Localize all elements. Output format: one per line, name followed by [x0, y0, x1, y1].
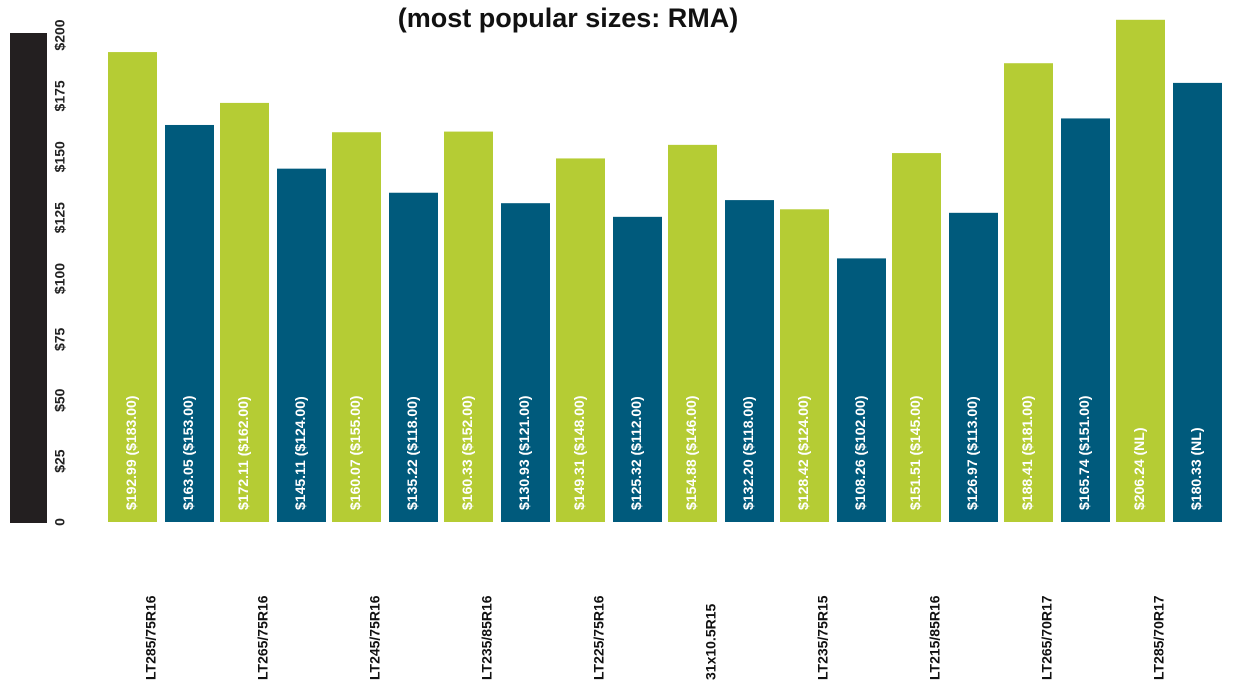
value-label: $125.32 ($112.00): [628, 396, 644, 510]
value-label: $172.11 ($162.00): [235, 396, 251, 510]
bar: [332, 132, 381, 522]
value-label: $160.07 ($155.00): [347, 396, 363, 510]
bar: [1116, 19, 1165, 522]
y-tick-label: 0: [52, 518, 68, 526]
bar: [277, 168, 326, 522]
y-tick-label: $100: [52, 263, 68, 294]
value-label: $128.42 ($124.00): [795, 396, 811, 510]
chart-subtitle: (most popular sizes: RMA): [398, 3, 739, 33]
x-tick-label: LT225/75R16: [591, 595, 607, 680]
bar: [220, 102, 269, 523]
axis-band: [10, 33, 47, 523]
bar: [389, 192, 438, 522]
value-label: $163.05 ($153.00): [180, 396, 196, 510]
bar: [444, 131, 493, 523]
bar: [837, 258, 886, 522]
value-label: $206.24 (NL): [1131, 428, 1147, 510]
x-tick-label: LT215/85R16: [927, 595, 943, 680]
y-tick-label: $75: [52, 327, 68, 351]
bar: [613, 216, 662, 522]
y-tick-label: $175: [52, 80, 68, 111]
bar: [780, 209, 829, 522]
value-label: $145.11 ($124.00): [292, 396, 308, 510]
bar: [1004, 63, 1053, 522]
y-tick-label: $25: [52, 449, 68, 473]
x-tick-label: LT285/70R17: [1151, 595, 1167, 680]
value-label: $151.51 ($145.00): [907, 396, 923, 510]
bar: [668, 144, 717, 523]
x-tick-label: LT285/75R16: [143, 595, 159, 680]
value-label: $135.22 ($118.00): [404, 396, 420, 510]
value-label: $126.97 ($113.00): [964, 396, 980, 510]
value-label: $160.33 ($152.00): [459, 396, 475, 510]
y-tick-label: $50: [52, 388, 68, 412]
x-tick-label: LT245/75R16: [367, 595, 383, 680]
bar: [556, 158, 605, 522]
x-tick-label: 31x10.5R15: [703, 603, 719, 680]
x-tick-label: LT235/85R16: [479, 595, 495, 680]
x-tick-label: LT235/75R15: [815, 595, 831, 680]
bar: [1061, 118, 1110, 523]
bar: [1173, 82, 1222, 522]
value-label: $165.74 ($151.00): [1076, 396, 1092, 510]
value-label: $154.88 ($146.00): [683, 396, 699, 510]
x-tick-label: LT265/75R16: [255, 595, 271, 680]
bar: [501, 203, 550, 522]
value-label: $149.31 ($148.00): [571, 396, 587, 510]
value-label: $180.33 (NL): [1188, 428, 1204, 510]
bar: [165, 124, 214, 522]
y-tick-label: $125: [52, 202, 68, 233]
value-label: $192.99 ($183.00): [123, 396, 139, 510]
value-label: $130.93 ($121.00): [516, 396, 532, 510]
value-label: $132.20 ($118.00): [740, 396, 756, 510]
bar: [108, 52, 157, 523]
value-label: $108.26 ($102.00): [852, 396, 868, 510]
y-tick-label: $200: [52, 19, 68, 50]
bar: [892, 153, 941, 522]
bar: [725, 200, 774, 522]
bar: [949, 212, 998, 522]
value-label: $188.41 ($181.00): [1019, 396, 1035, 510]
y-tick-label: $150: [52, 141, 68, 172]
x-tick-label: LT265/70R17: [1039, 595, 1055, 680]
